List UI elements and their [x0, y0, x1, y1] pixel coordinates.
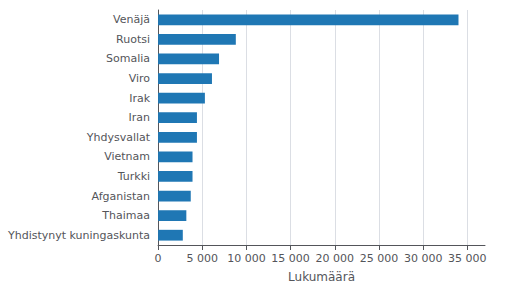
svg-text:Yhdistynyt kuningaskunta: Yhdistynyt kuningaskunta — [7, 229, 150, 242]
svg-text:15 000: 15 000 — [271, 252, 310, 265]
svg-text:Afganistan: Afganistan — [92, 190, 151, 203]
svg-text:5 000: 5 000 — [186, 252, 218, 265]
svg-text:30 000: 30 000 — [404, 252, 443, 265]
svg-text:Viro: Viro — [129, 72, 151, 85]
svg-text:Yhdysvallat: Yhdysvallat — [86, 131, 151, 144]
svg-text:Turkki: Turkki — [117, 170, 150, 183]
svg-text:Vietnam: Vietnam — [104, 150, 150, 163]
svg-text:35 000: 35 000 — [448, 252, 487, 265]
svg-text:Ruotsi: Ruotsi — [116, 33, 150, 46]
svg-text:Venäjä: Venäjä — [113, 13, 150, 26]
svg-text:20 000: 20 000 — [316, 252, 355, 265]
svg-text:0: 0 — [155, 252, 162, 265]
svg-text:10 000: 10 000 — [227, 252, 265, 265]
svg-text:Thaimaa: Thaimaa — [101, 209, 150, 222]
svg-text:Irak: Irak — [129, 92, 151, 105]
svg-text:25 000: 25 000 — [360, 252, 399, 265]
svg-text:Lukumäärä: Lukumäärä — [288, 270, 355, 284]
svg-text:Somalia: Somalia — [106, 52, 150, 65]
svg-text:Iran: Iran — [129, 111, 151, 124]
